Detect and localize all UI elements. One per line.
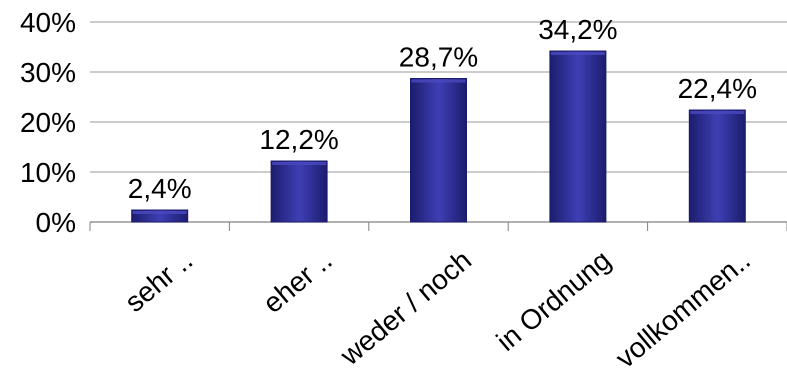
category-label: eher .. bbox=[257, 244, 338, 319]
bar-highlight bbox=[411, 79, 466, 83]
y-tick-label: 30% bbox=[20, 57, 76, 88]
bar bbox=[410, 78, 467, 223]
bar bbox=[270, 160, 328, 223]
data-label: 28,7% bbox=[399, 42, 478, 73]
y-tick-label: 0% bbox=[36, 207, 76, 238]
data-label: 34,2% bbox=[538, 14, 617, 45]
bar bbox=[688, 109, 746, 223]
bar bbox=[549, 50, 607, 223]
y-tick-label: 10% bbox=[20, 157, 76, 188]
category-label: in Ordnung bbox=[491, 244, 617, 357]
data-label: 12,2% bbox=[259, 124, 338, 155]
data-labels: 2,4% 12,2% 28,7% 34,2% 22,4% bbox=[128, 14, 757, 204]
data-label: 22,4% bbox=[678, 73, 757, 104]
bar-highlight bbox=[132, 211, 187, 214]
y-tick-labels: 0% 10% 20% 30% 40% bbox=[20, 7, 76, 238]
data-label: 2,4% bbox=[128, 173, 192, 204]
y-tick-label: 40% bbox=[20, 7, 76, 38]
category-label: sehr .. bbox=[119, 244, 199, 318]
bar-highlight bbox=[690, 111, 745, 114]
bars bbox=[131, 50, 746, 223]
axes bbox=[89, 221, 787, 231]
bar-highlight bbox=[272, 162, 327, 165]
category-label: vollkommen.. bbox=[610, 244, 756, 374]
y-tick-label: 20% bbox=[20, 107, 76, 138]
bar-highlight bbox=[550, 52, 605, 55]
category-label: weder / noch bbox=[334, 244, 478, 371]
category-labels: sehr .. eher ..weder / noch in Ordnungvoll… bbox=[119, 244, 756, 374]
